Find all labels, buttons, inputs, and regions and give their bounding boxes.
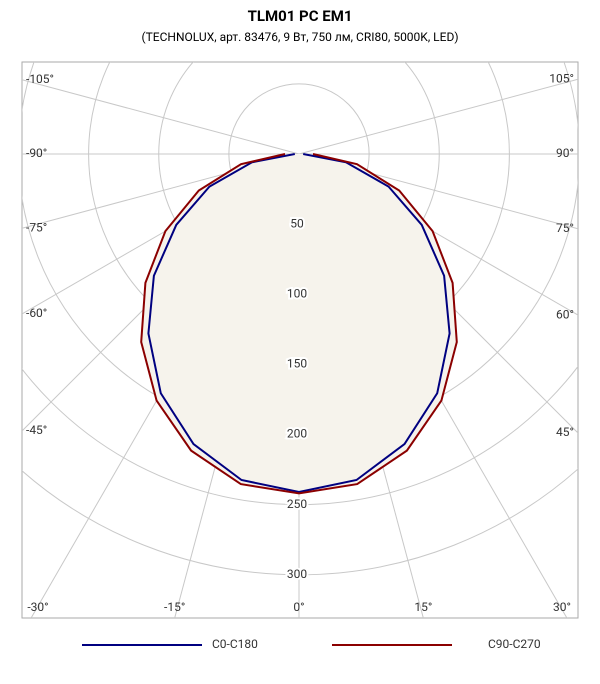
- angle-tick-label: -15°: [164, 600, 185, 614]
- angle-tick-label: 45°: [556, 425, 574, 439]
- angle-tick-label: -45°: [26, 423, 47, 437]
- labels: -105° -90° -75° -60° -45° -30° -15° 0° 15° 30° 45°…: [26, 71, 574, 614]
- series-line: [140, 153, 458, 495]
- angle-tick-label: 30°: [553, 600, 571, 614]
- series-line: [147, 153, 451, 494]
- plot-frame: [21, 61, 579, 619]
- chart-subtitle: (TECHNOLUX, арт. 83476, 9 Вт, 750 лм, CR…: [142, 30, 459, 44]
- angle-tick-label: -60°: [26, 306, 47, 320]
- r-tick-label: 50: [290, 216, 304, 230]
- angle-tick-label: 90°: [556, 146, 574, 160]
- angle-tick-label: -75°: [26, 220, 47, 234]
- chart-title: TLM01 PC EM1: [248, 7, 353, 25]
- r-tick-label: 100: [287, 286, 307, 300]
- angle-tick-label: -105°: [26, 72, 54, 86]
- r-tick-label: 300: [287, 567, 307, 581]
- r-tick-label: 200: [287, 427, 307, 441]
- plot-area: [22, 62, 578, 618]
- r-tick-label: 150: [287, 357, 307, 371]
- angle-tick-label: 75°: [556, 221, 574, 235]
- angle-tick-label: -30°: [27, 600, 48, 614]
- grid-line: [298, 78, 578, 155]
- legend-label: C90-C270: [488, 637, 541, 651]
- r-tick-label: 250: [287, 497, 307, 511]
- grid-line: [22, 79, 300, 155]
- angle-tick-label: 60°: [556, 307, 574, 321]
- angle-tick-label: -90°: [26, 146, 47, 160]
- legend-label: C0-C180: [212, 637, 258, 651]
- angle-tick-label: 15°: [414, 600, 432, 614]
- area-fill: [141, 154, 457, 494]
- angle-tick-label: 0°: [293, 600, 304, 614]
- angle-tick-label: 105°: [549, 71, 574, 85]
- legend: C0-C180 C90-C270: [82, 637, 541, 651]
